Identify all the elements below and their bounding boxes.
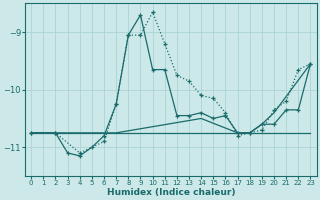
X-axis label: Humidex (Indice chaleur): Humidex (Indice chaleur) — [107, 188, 235, 197]
